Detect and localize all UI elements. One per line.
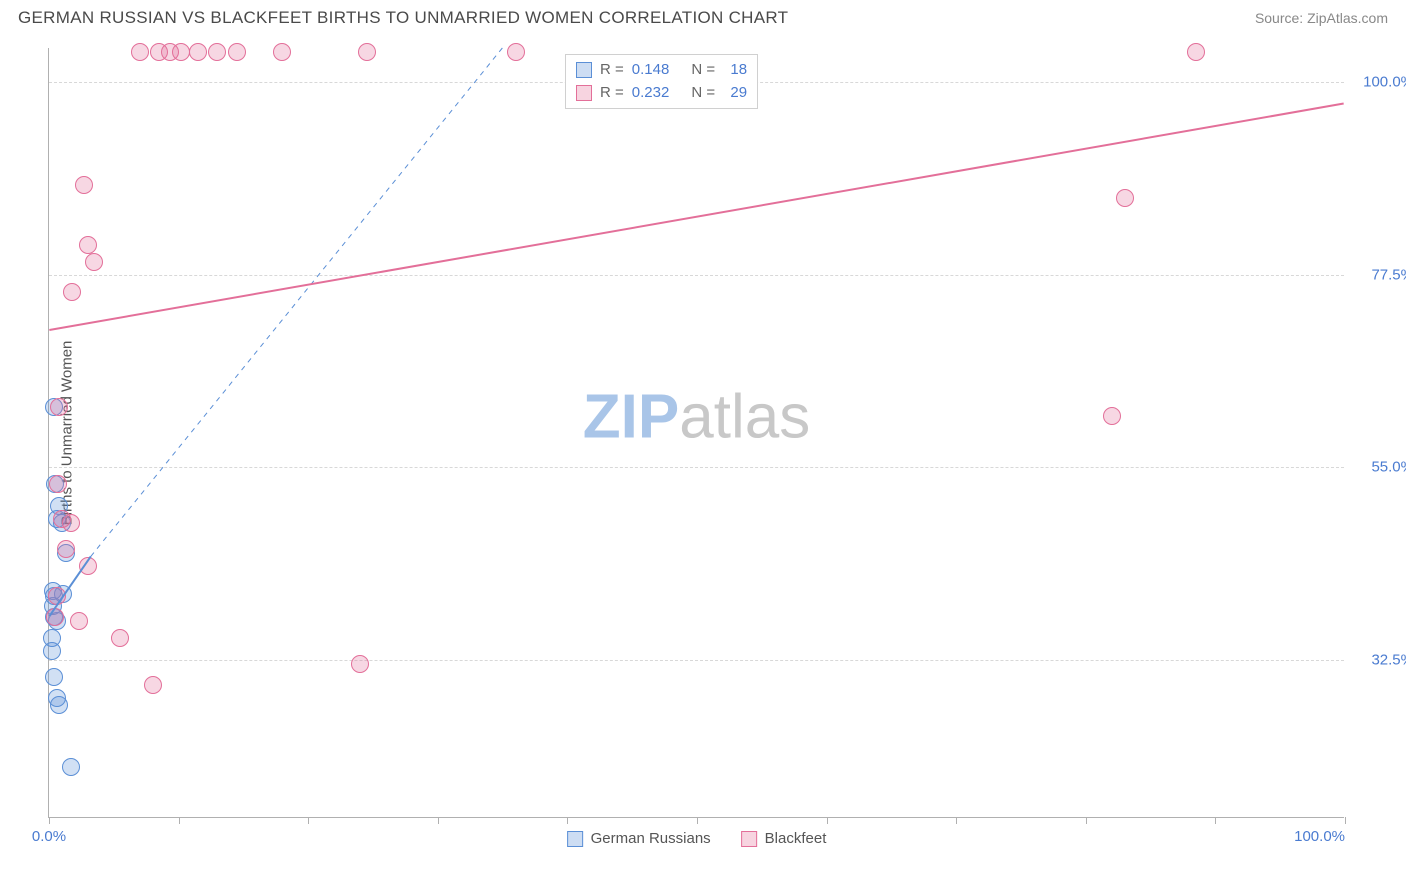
data-point	[48, 587, 66, 605]
data-point	[46, 608, 64, 626]
data-point	[111, 629, 129, 647]
x-tick	[49, 817, 50, 824]
data-point	[70, 612, 88, 630]
legend-stats: R = 0.148N = 18R = 0.232N = 29	[565, 54, 758, 109]
legend-item: German Russians	[567, 830, 711, 847]
data-point	[358, 43, 376, 61]
gridline	[49, 275, 1344, 276]
y-tick-label: 100.0%	[1354, 74, 1406, 91]
x-tick	[308, 817, 309, 824]
data-point	[45, 668, 63, 686]
x-tick-label: 100.0%	[1294, 828, 1345, 845]
x-tick	[179, 817, 180, 824]
data-point	[172, 43, 190, 61]
data-point	[131, 43, 149, 61]
x-tick	[567, 817, 568, 824]
data-point	[75, 176, 93, 194]
data-point	[208, 43, 226, 61]
scatter-chart: Births to Unmarried Women ZIPatlas R = 0…	[48, 48, 1344, 818]
data-point	[351, 655, 369, 673]
x-tick	[1215, 817, 1216, 824]
chart-title: GERMAN RUSSIAN VS BLACKFEET BIRTHS TO UN…	[18, 8, 788, 28]
source-attribution: Source: ZipAtlas.com	[1255, 10, 1388, 26]
data-point	[1103, 407, 1121, 425]
y-tick-label: 55.0%	[1354, 459, 1406, 476]
data-point	[1187, 43, 1205, 61]
data-point	[62, 758, 80, 776]
x-tick	[956, 817, 957, 824]
data-point	[273, 43, 291, 61]
x-tick	[1086, 817, 1087, 824]
data-point	[79, 236, 97, 254]
x-tick	[1345, 817, 1346, 824]
data-point	[43, 642, 61, 660]
y-tick-label: 32.5%	[1354, 651, 1406, 668]
data-point	[57, 540, 75, 558]
data-point	[228, 43, 246, 61]
data-point	[79, 557, 97, 575]
legend-item: Blackfeet	[741, 830, 827, 847]
watermark: ZIPatlas	[583, 382, 810, 453]
gridline	[49, 660, 1344, 661]
data-point	[1116, 189, 1134, 207]
data-point	[63, 283, 81, 301]
legend-bottom: German Russians Blackfeet	[567, 830, 827, 847]
data-point	[50, 696, 68, 714]
legend-stat-row: R = 0.148N = 18	[576, 59, 747, 82]
data-point	[50, 398, 68, 416]
data-point	[507, 43, 525, 61]
data-point	[62, 514, 80, 532]
data-point	[49, 475, 67, 493]
x-tick	[827, 817, 828, 824]
data-point	[85, 253, 103, 271]
x-tick	[438, 817, 439, 824]
x-tick-label: 0.0%	[32, 828, 66, 845]
y-tick-label: 77.5%	[1354, 266, 1406, 283]
x-tick	[697, 817, 698, 824]
data-point	[144, 676, 162, 694]
legend-stat-row: R = 0.232N = 29	[576, 82, 747, 105]
data-point	[189, 43, 207, 61]
gridline	[49, 467, 1344, 468]
